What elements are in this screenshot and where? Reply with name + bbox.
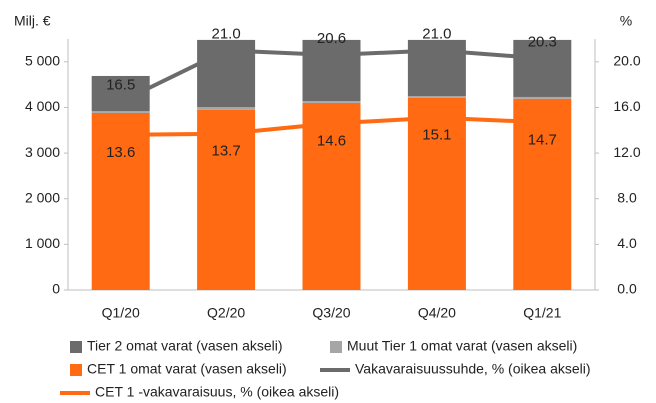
bar-segment: [302, 102, 361, 291]
legend-swatch: [70, 364, 82, 376]
data-label: 21.0: [422, 25, 451, 42]
y2-axis-label: %: [620, 13, 632, 29]
y-tick-label: 4 000: [25, 98, 60, 114]
bar-segment: [513, 98, 572, 291]
legend-label: Vakavaraisuussuhde, % (oikea akseli): [355, 361, 591, 377]
bar-segment: [407, 96, 466, 98]
line-series: [119, 48, 543, 104]
data-label: 14.6: [317, 132, 346, 149]
y-tick-label: 2 000: [25, 189, 60, 205]
y2-tick-label: 4.0: [617, 235, 637, 251]
y2-tick-label: 12.0: [613, 144, 640, 160]
x-tick-label: Q1/20: [102, 305, 140, 321]
bar-segment: [91, 111, 150, 113]
data-label: 20.3: [528, 33, 557, 50]
x-tick-label: Q4/20: [418, 305, 456, 321]
data-label: 13.7: [211, 143, 240, 160]
y-tick-label: 5 000: [25, 53, 60, 69]
bar-segment: [407, 39, 466, 97]
bar-segment: [197, 106, 256, 110]
bar-segment: [513, 96, 572, 99]
data-label: 15.1: [422, 127, 451, 144]
bar-segment: [407, 97, 466, 290]
bar-segment: [513, 39, 572, 97]
bar-segment: [302, 39, 361, 102]
legend-label: CET 1 omat varat (vasen akseli): [87, 361, 287, 377]
legend-label: CET 1 -vakavaraisuus, % (oikea akseli): [95, 384, 339, 400]
y-tick-label: 0: [52, 281, 60, 297]
x-tick-label: Q2/20: [207, 305, 245, 321]
data-label: 14.7: [528, 131, 557, 148]
x-tick-label: Q1/21: [523, 305, 561, 321]
y2-tick-label: 20.0: [613, 53, 640, 69]
y-tick-label: 3 000: [25, 144, 60, 160]
legend-swatch: [330, 341, 342, 353]
y-axis-label: Milj. €: [14, 13, 51, 29]
bar-segment: [91, 112, 150, 290]
y2-tick-label: 8.0: [617, 189, 637, 205]
legend-label: Tier 2 omat varat (vasen akseli): [87, 338, 283, 354]
data-label: 16.5: [106, 77, 135, 94]
data-label: 21.0: [211, 25, 240, 42]
x-tick-label: Q3/20: [312, 305, 350, 321]
data-label: 13.6: [106, 144, 135, 161]
legend-swatch: [70, 341, 82, 353]
line-series: [120, 115, 543, 137]
data-label: 20.6: [317, 30, 346, 47]
y2-tick-label: 0.0: [617, 281, 637, 297]
y2-tick-label: 16.0: [613, 98, 640, 114]
y-tick-label: 1 000: [25, 235, 60, 251]
legend-label: Muut Tier 1 omat varat (vasen akseli): [347, 338, 577, 354]
bar-segment: [302, 101, 361, 103]
bar-segment: [197, 109, 256, 291]
